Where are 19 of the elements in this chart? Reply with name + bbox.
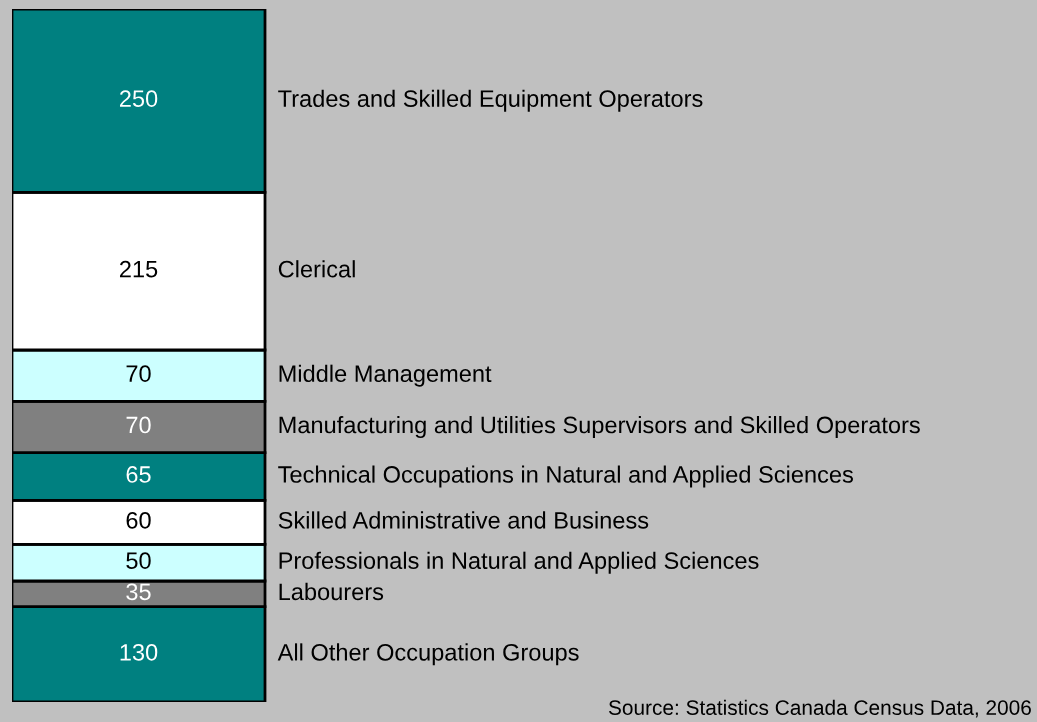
series-label: Manufacturing and Utilities Supervisors and Skilled Operators [279,415,920,438]
data-label: 215 [119,260,158,278]
source-note: Source: Statistics Canada Census Data, 2006 [608,699,1031,718]
data-label: 35 [126,583,151,601]
series-label: Professionals in Natural and Applied Sciences [279,551,759,574]
data-label: 70 [126,365,151,382]
data-label: 130 [120,643,158,661]
data-label: 50 [126,552,151,569]
series-label: Middle Management [279,364,492,387]
data-label: 70 [126,416,151,434]
series-label: Labourers [279,582,384,601]
series-label: Clerical [278,260,355,278]
data-label: 60 [126,511,151,529]
series-label: Technical Occupations in Natural and Applied Sciences [278,465,853,488]
series-label: Skilled Administrative and Business [278,511,649,529]
series-label: All Other Occupation Groups [277,643,579,666]
data-label: 65 [126,466,151,483]
series-label: Trades and Skilled Equipment Operators [278,89,703,112]
data-label: 250 [119,90,158,107]
